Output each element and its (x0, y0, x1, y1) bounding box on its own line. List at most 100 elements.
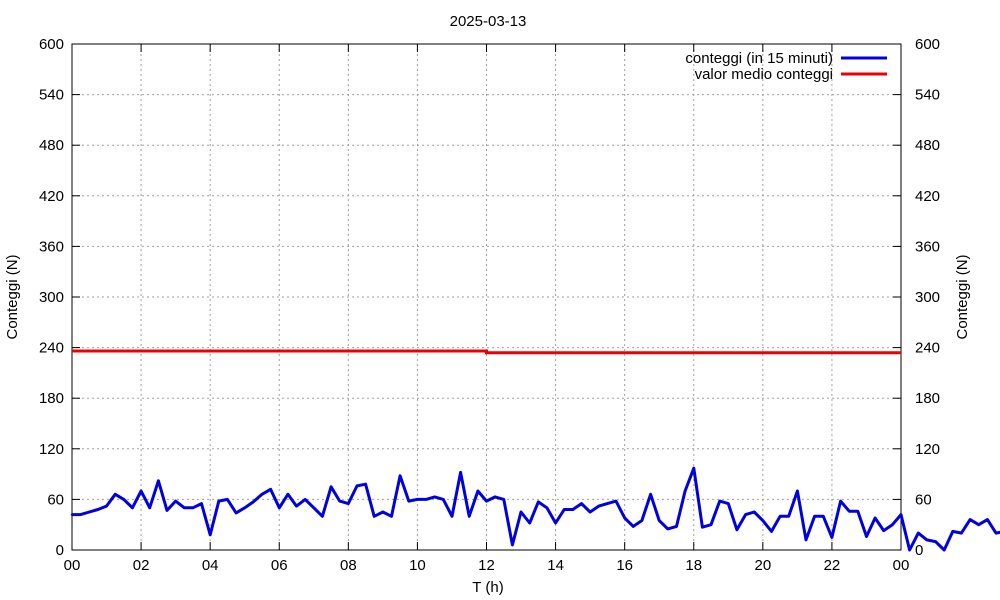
y2-tick-label: 420 (915, 188, 940, 205)
data-point (191, 506, 195, 509)
data-point (701, 526, 704, 529)
y-tick-label: 180 (39, 390, 64, 407)
y-tick-label: 0 (56, 542, 64, 559)
legend: conteggi (in 15 minuti) valor medio cont… (685, 50, 887, 83)
data-point (882, 529, 885, 532)
y-tick-label: 420 (39, 188, 64, 205)
y2-tick-label: 540 (915, 87, 940, 104)
data-point (537, 500, 540, 504)
y2-tick-label: 60 (915, 491, 932, 508)
data-point (925, 538, 929, 542)
chart-title: 2025-03-13 (450, 13, 527, 30)
data-point (139, 489, 143, 493)
data-point (545, 506, 549, 509)
data-point (666, 527, 669, 531)
data-point (416, 498, 419, 501)
x-tick-label: 02 (133, 557, 150, 574)
data-point (329, 485, 333, 488)
data-point (252, 500, 255, 504)
y-tick-label: 240 (39, 340, 64, 357)
x-tick-label: 00 (64, 557, 81, 574)
x-tick-label: 06 (271, 557, 288, 574)
data-point (960, 531, 963, 535)
data-point (312, 506, 315, 509)
data-point (899, 513, 903, 516)
data-point (286, 493, 290, 496)
y2-tick-label: 0 (915, 542, 923, 559)
data-point (554, 521, 557, 525)
data-point (217, 499, 220, 503)
data-point (891, 523, 894, 526)
data-point (105, 504, 108, 508)
data-point (588, 510, 592, 514)
data-point (753, 510, 756, 514)
data-point (381, 510, 385, 514)
data-point (856, 510, 859, 513)
data-point (407, 499, 410, 503)
data-point (873, 516, 877, 520)
x-tick-label: 12 (478, 557, 495, 574)
x-tick-label: 22 (824, 557, 841, 574)
data-point (865, 535, 868, 538)
y2-tick-label: 600 (915, 36, 940, 53)
data-point (424, 498, 428, 501)
data-point (994, 531, 998, 535)
data-point (623, 516, 626, 520)
data-point (338, 499, 341, 503)
data-point (459, 471, 462, 474)
x-tick-label: 00 (893, 557, 910, 574)
data-point (796, 489, 799, 493)
data-point (951, 530, 954, 533)
data-point (200, 502, 203, 505)
y2-tick-label: 240 (915, 340, 940, 357)
y-tick-label: 480 (39, 137, 64, 154)
data-point (519, 510, 523, 514)
data-point (649, 493, 652, 496)
data-point (528, 521, 531, 525)
y-tick-label: 60 (47, 491, 64, 508)
x-tick-label: 18 (685, 557, 702, 574)
data-point (968, 518, 972, 521)
data-point (88, 510, 91, 514)
data-point (79, 513, 82, 516)
data-point (364, 483, 367, 486)
data-point (114, 493, 117, 496)
data-point (148, 506, 151, 509)
data-point (502, 498, 505, 501)
data-point (96, 508, 100, 511)
y2-tick-label: 300 (915, 289, 940, 306)
data-point (165, 509, 169, 512)
data-point (355, 484, 359, 488)
data-point (226, 498, 229, 501)
data-point (373, 515, 376, 518)
data-point (692, 467, 695, 470)
data-point (917, 531, 920, 535)
data-point (468, 515, 471, 518)
legend-label-counts: conteggi (in 15 minuti) (685, 50, 833, 67)
data-point (157, 479, 160, 482)
data-point (709, 523, 713, 526)
data-point (450, 515, 454, 518)
y2-tick-label: 480 (915, 137, 940, 154)
data-point (683, 489, 687, 493)
y-tick-label: 600 (39, 36, 64, 53)
x-tick-label: 10 (409, 557, 426, 574)
data-point (830, 536, 834, 539)
y2-axis-label: Conteggi (N) (954, 254, 971, 339)
y-tick-label: 360 (39, 238, 64, 255)
data-point (563, 508, 566, 511)
data-point (908, 548, 911, 552)
data-point (977, 523, 980, 526)
series-layer (70, 349, 1000, 552)
data-point (183, 506, 186, 509)
data-point (848, 510, 851, 513)
data-point (986, 518, 989, 521)
data-point (398, 474, 402, 477)
x-tick-label: 14 (547, 557, 564, 574)
data-point (744, 513, 747, 516)
x-axis-label: T (h) (472, 579, 503, 596)
y-tick-label: 540 (39, 87, 64, 104)
data-point (658, 519, 661, 522)
data-point (632, 525, 635, 528)
